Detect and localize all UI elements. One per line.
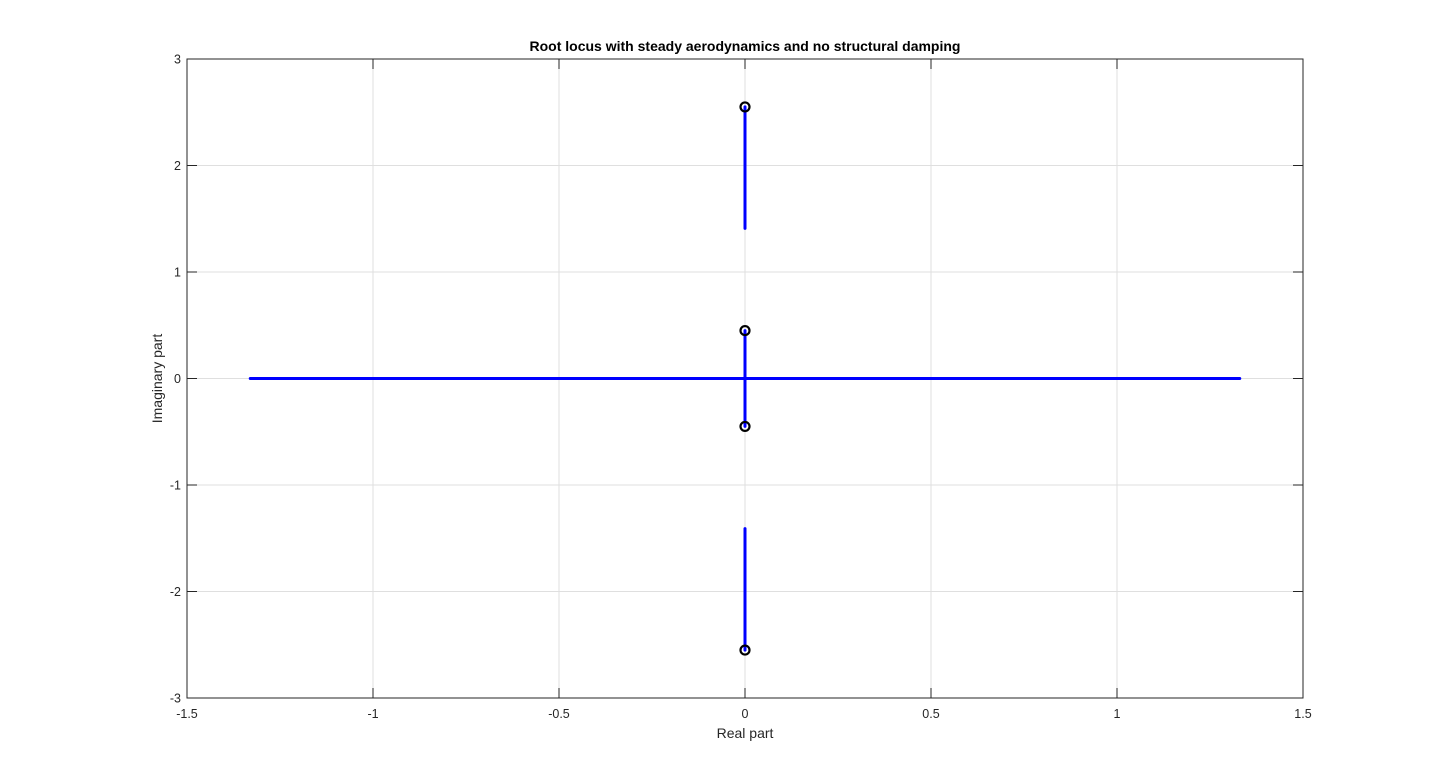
pole-marker (739, 101, 751, 113)
y-tick-label: -1 (170, 479, 181, 493)
y-axis-label: Imaginary part (149, 334, 165, 424)
y-tick-label: 0 (174, 372, 181, 386)
x-tick-label: -1.5 (176, 707, 198, 721)
x-tick-label: -0.5 (548, 707, 570, 721)
y-tick-label: -2 (170, 585, 181, 599)
x-tick-label: 0.5 (922, 707, 939, 721)
y-tick-label: 1 (174, 266, 181, 280)
locus-series (248, 101, 1242, 656)
chart-title: Root locus with steady aerodynamics and … (530, 38, 961, 54)
x-axis-label: Real part (717, 725, 774, 741)
y-tick-label: 3 (174, 53, 181, 67)
y-tick-label: 2 (174, 159, 181, 173)
x-tick-label: 0 (742, 707, 749, 721)
pole-marker (739, 324, 751, 337)
plot-area: -1.5 -1 -0.5 0 0.5 1 1.5 -3 -2 -1 0 1 2 3 (170, 53, 1312, 722)
pole-marker (739, 420, 751, 433)
x-tick-label: 1.5 (1294, 707, 1311, 721)
x-tick-label: -1 (367, 707, 378, 721)
y-tick-label: -3 (170, 692, 181, 706)
tick-labels: -1.5 -1 -0.5 0 0.5 1 1.5 -3 -2 -1 0 1 2 3 (170, 53, 1312, 722)
tick-marks (186, 58, 1304, 699)
pole-marker (739, 644, 751, 656)
x-tick-label: 1 (1114, 707, 1121, 721)
